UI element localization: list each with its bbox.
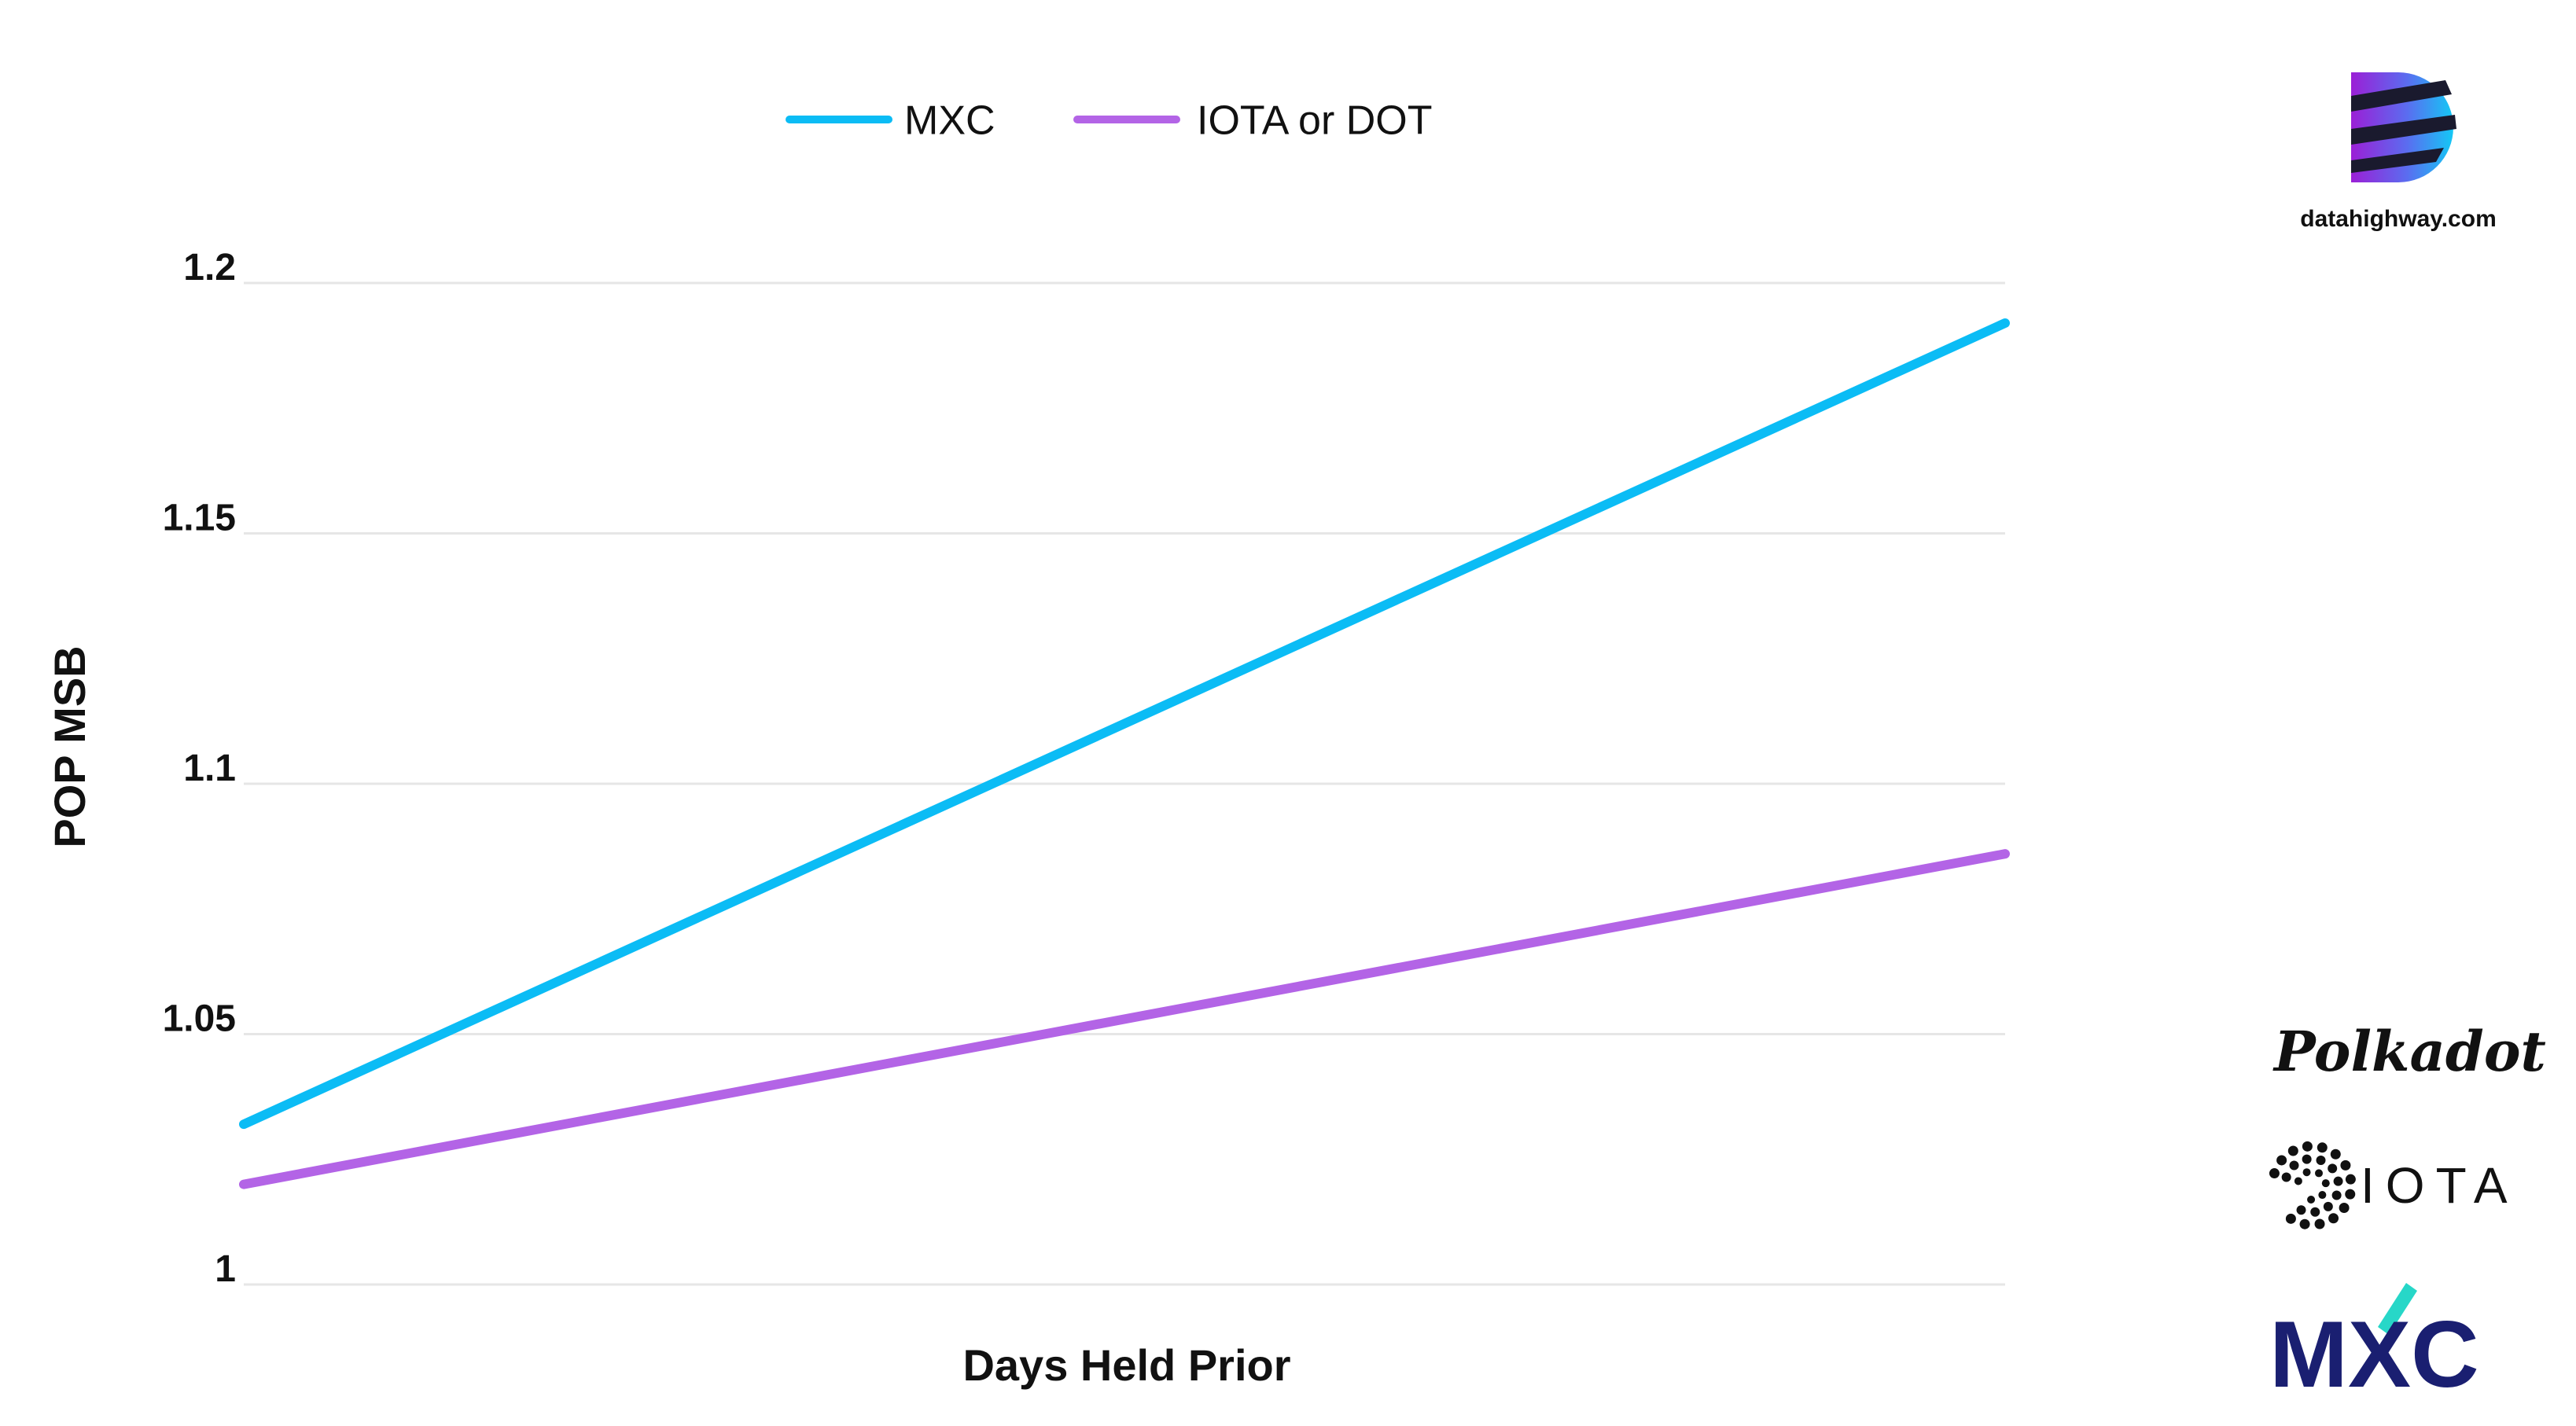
iota-dot	[2276, 1155, 2287, 1166]
series-lines	[239, 318, 2010, 1189]
y-axis-ticks: 1 1.05 1.1 1.15 1.2	[163, 247, 236, 1290]
mxc-wordmark: MXC	[2269, 1302, 2479, 1407]
iota-dot	[2323, 1201, 2333, 1211]
iota-dot	[2315, 1169, 2323, 1178]
iota-dot	[2317, 1142, 2328, 1153]
y-tick-label: 1.2	[183, 247, 236, 289]
mxc-accent-icon	[2378, 1283, 2417, 1335]
iota-dot	[2333, 1176, 2343, 1186]
iota-dot	[2340, 1160, 2351, 1171]
legend-label-iota-or-dot: IOTA or DOT	[1197, 98, 1433, 144]
iota-dot	[2302, 1154, 2312, 1164]
iota-dot	[2330, 1149, 2341, 1160]
iota-dot	[2328, 1213, 2339, 1224]
series-line-mxc	[239, 318, 2010, 1130]
mxc-logo: MXC	[2269, 1283, 2479, 1407]
y-tick-label: 1.05	[163, 998, 236, 1040]
iota-wordmark: IOTA	[2361, 1157, 2519, 1214]
y-tick-label: 1	[215, 1248, 236, 1290]
iota-dot	[2310, 1207, 2320, 1217]
iota-dot	[2281, 1172, 2291, 1182]
iota-dot	[2302, 1141, 2313, 1152]
iota-dot	[2285, 1213, 2296, 1224]
iota-dot	[2339, 1202, 2350, 1213]
iota-dot	[2289, 1160, 2299, 1171]
iota-dot	[2331, 1190, 2342, 1200]
x-axis-title: Days Held Prior	[962, 1340, 1290, 1390]
iota-dot	[2316, 1156, 2326, 1166]
iota-dot	[2296, 1205, 2306, 1215]
iota-dot	[2299, 1218, 2310, 1229]
y-tick-label: 1.15	[163, 498, 236, 539]
iota-dot	[2314, 1218, 2325, 1229]
iota-dot	[2321, 1179, 2330, 1188]
iota-dot	[2269, 1168, 2280, 1179]
iota-dot	[2307, 1195, 2316, 1204]
y-axis-title: POP MSB	[45, 645, 94, 847]
polkadot-logo: Polkadot	[2272, 1019, 2546, 1084]
iota-dot	[2294, 1177, 2302, 1185]
iota-dot	[2318, 1191, 2327, 1200]
iota-logo: IOTA	[2269, 1141, 2519, 1229]
legend: MXC IOTA or DOT	[786, 98, 1433, 144]
iota-dot	[2302, 1168, 2311, 1177]
brand-url: datahighway.com	[2300, 206, 2497, 232]
iota-dot	[2345, 1189, 2356, 1200]
iota-dot	[2328, 1163, 2338, 1174]
datahighway-logo-icon	[2351, 72, 2456, 182]
series-line-iota-or-dot	[239, 849, 2010, 1189]
iota-dot	[2287, 1145, 2298, 1156]
y-tick-label: 1.1	[183, 748, 236, 789]
gridlines	[244, 281, 2005, 1286]
legend-label-mxc: MXC	[904, 98, 995, 144]
iota-dot	[2345, 1174, 2356, 1185]
iota-dots-icon	[2269, 1141, 2356, 1229]
